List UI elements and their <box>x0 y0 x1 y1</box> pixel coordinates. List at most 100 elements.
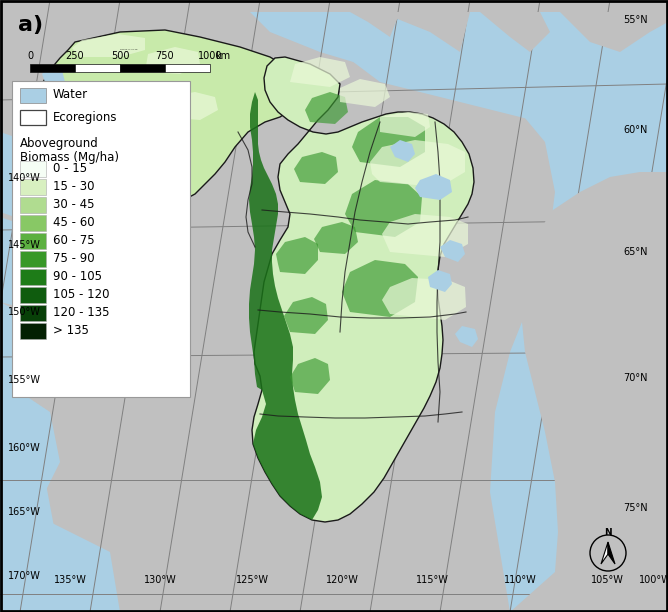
Text: 1000: 1000 <box>198 51 222 61</box>
Bar <box>20 251 46 267</box>
Polygon shape <box>145 47 200 74</box>
Polygon shape <box>382 214 468 257</box>
Polygon shape <box>290 358 330 394</box>
Text: 45 - 60: 45 - 60 <box>53 217 95 230</box>
Text: Ecoregions: Ecoregions <box>53 111 118 124</box>
Text: 110°W: 110°W <box>504 575 536 585</box>
Polygon shape <box>455 326 478 347</box>
Polygon shape <box>415 174 452 200</box>
Polygon shape <box>490 12 668 612</box>
Text: 750: 750 <box>156 51 174 61</box>
Text: 55°N: 55°N <box>623 15 648 25</box>
Polygon shape <box>345 180 422 237</box>
Polygon shape <box>92 97 150 124</box>
Text: 75°N: 75°N <box>623 503 648 513</box>
Text: Biomass (Mg/ha): Biomass (Mg/ha) <box>20 151 119 163</box>
Polygon shape <box>294 152 338 184</box>
Text: 250: 250 <box>65 51 84 61</box>
Polygon shape <box>0 492 120 612</box>
Bar <box>20 161 46 177</box>
Text: 0 250 500 750 1000  km: 0 250 500 750 1000 km <box>120 49 138 50</box>
Text: 130°W: 130°W <box>144 575 176 585</box>
Polygon shape <box>42 67 65 87</box>
Text: 135°W: 135°W <box>53 575 86 585</box>
Text: 0 - 15: 0 - 15 <box>53 163 87 176</box>
Text: 0: 0 <box>27 51 33 61</box>
Text: Water: Water <box>53 89 88 102</box>
Bar <box>20 197 46 213</box>
Text: 115°W: 115°W <box>415 575 448 585</box>
Polygon shape <box>342 260 418 317</box>
Polygon shape <box>370 140 465 187</box>
Polygon shape <box>0 302 35 387</box>
Text: 150°W: 150°W <box>8 307 41 317</box>
Polygon shape <box>0 332 60 612</box>
Bar <box>120 64 165 72</box>
Polygon shape <box>290 57 350 87</box>
Text: 70°N: 70°N <box>623 373 648 383</box>
Polygon shape <box>480 12 550 52</box>
Text: 500: 500 <box>111 51 129 61</box>
Text: 155°W: 155°W <box>8 375 41 385</box>
Text: 60 - 75: 60 - 75 <box>53 234 95 247</box>
Polygon shape <box>0 382 60 502</box>
Text: 170°W: 170°W <box>8 571 41 581</box>
Bar <box>12 81 190 397</box>
Polygon shape <box>428 270 452 292</box>
Bar <box>20 233 46 249</box>
Polygon shape <box>0 217 30 307</box>
Polygon shape <box>284 297 328 334</box>
Polygon shape <box>158 92 218 120</box>
Polygon shape <box>38 30 305 207</box>
Polygon shape <box>305 92 348 124</box>
Polygon shape <box>380 12 470 52</box>
Polygon shape <box>440 240 465 262</box>
Text: 15 - 30: 15 - 30 <box>53 181 94 193</box>
Polygon shape <box>608 542 615 564</box>
Text: 105 - 120: 105 - 120 <box>53 288 110 302</box>
Polygon shape <box>350 12 400 37</box>
Text: 30 - 45: 30 - 45 <box>53 198 94 212</box>
Text: N: N <box>604 528 612 537</box>
Text: 125°W: 125°W <box>236 575 269 585</box>
Text: 100°W: 100°W <box>639 575 668 585</box>
Text: 160°W: 160°W <box>8 443 41 453</box>
Bar <box>20 179 46 195</box>
Polygon shape <box>390 140 415 162</box>
Text: 140°W: 140°W <box>8 173 41 183</box>
Polygon shape <box>252 57 474 522</box>
Text: 120°W: 120°W <box>325 575 359 585</box>
Text: 60°N: 60°N <box>624 125 648 135</box>
Bar <box>20 269 46 285</box>
Polygon shape <box>250 12 668 122</box>
Polygon shape <box>340 79 390 107</box>
Text: 75 - 90: 75 - 90 <box>53 253 95 266</box>
Text: a): a) <box>18 15 43 35</box>
Polygon shape <box>314 222 358 254</box>
Polygon shape <box>380 112 430 137</box>
Bar <box>30 64 75 72</box>
Polygon shape <box>0 132 50 222</box>
Text: 165°W: 165°W <box>8 507 41 517</box>
Text: 90 - 105: 90 - 105 <box>53 271 102 283</box>
Bar <box>20 287 46 303</box>
Text: 65°N: 65°N <box>623 247 648 257</box>
Text: 145°W: 145°W <box>8 240 41 250</box>
Polygon shape <box>72 34 145 57</box>
Bar <box>20 323 46 339</box>
Polygon shape <box>249 92 322 520</box>
Text: > 135: > 135 <box>53 324 89 337</box>
Polygon shape <box>276 237 318 274</box>
Bar <box>20 305 46 321</box>
Bar <box>20 88 46 103</box>
Polygon shape <box>601 542 608 564</box>
Polygon shape <box>560 12 668 52</box>
Text: 105°W: 105°W <box>591 575 623 585</box>
Text: km: km <box>215 51 230 61</box>
Polygon shape <box>555 192 668 612</box>
Polygon shape <box>320 12 668 132</box>
Bar <box>20 110 46 125</box>
Polygon shape <box>382 278 466 320</box>
Text: Aboveground: Aboveground <box>20 136 99 149</box>
Text: 120 - 135: 120 - 135 <box>53 307 110 319</box>
